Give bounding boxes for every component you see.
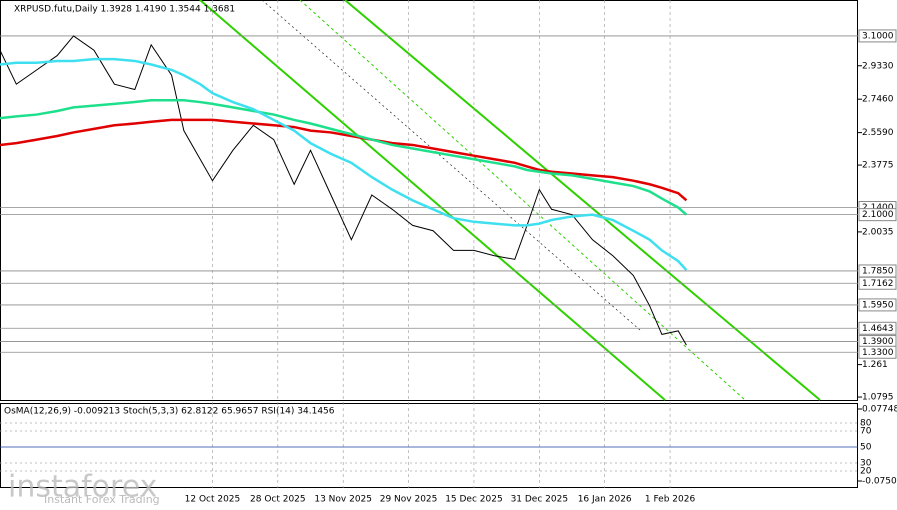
indicator-panel [0,403,858,488]
level-label: 1.3300 [862,348,894,358]
price-panel [0,0,858,401]
channel-line [199,0,666,401]
y2-tick-label: 20 [860,467,872,477]
channel-line [344,0,821,401]
level-label: 1.4643 [862,324,894,334]
channel-lines [199,0,821,401]
y-tick-label: 0.077489 [862,405,897,415]
level-label-box [858,208,897,222]
indicator-title: OsMA(12,26,9) -0.009213 Stoch(5,3,3) 62.… [4,407,335,417]
level-label: 1.7850 [862,266,894,276]
y2-tick-label: 80 [860,419,872,429]
x-tick-label: 12 Oct 2025 [185,495,241,505]
level-label-box [858,298,897,312]
channel-mid-line [299,0,746,401]
level-label-box [858,29,897,43]
level-label: 1.5950 [862,300,894,310]
level-label-box [858,276,897,290]
y2-tick-label: 30 [860,459,872,469]
y-tick-label: 2.3775 [862,161,894,171]
chart-title: XRPUSD.futu,Daily 1.3928 1.4190 1.3544 1… [14,5,235,15]
y-tick-label: 1.0795 [862,393,894,403]
y-tick-label: 2.5590 [862,128,894,138]
watermark-tagline: Instant Forex Trading [44,493,160,506]
trend-line [261,0,641,331]
level-label-box [858,321,897,335]
x-tick-label: 1 Feb 2026 [645,495,696,505]
level-label: 3.1000 [862,31,894,41]
y-tick-label: 1.261 [862,360,888,370]
moving-average [0,118,688,202]
y-tick-label: 2.7460 [862,95,894,105]
moving-average [0,99,688,216]
level-label: 2.1400 [862,203,894,213]
x-tick-label: 13 Nov 2025 [314,495,372,505]
x-tick-label: 31 Dec 2025 [511,495,569,505]
y-tick-label: 2.0035 [862,227,894,237]
level-label-box [858,345,897,359]
y2-tick-label: 50 [860,443,872,453]
x-tick-label: 16 Jan 2026 [578,495,632,505]
price-line [0,35,687,346]
level-label: 1.3900 [862,337,894,347]
x-tick-label: 28 Oct 2025 [250,495,306,505]
watermark-brand: instaforex [8,470,157,505]
moving-average [0,57,688,271]
level-label: 2.1000 [862,210,894,220]
x-tick-label: 29 Nov 2025 [380,495,438,505]
x-tick-label: 15 Dec 2025 [445,495,503,505]
level-label: 1.7162 [862,279,894,289]
y-tick-label: 2.9330 [862,61,894,71]
y-tick-label: -0.07503 [862,477,897,487]
y2-tick-label: 70 [860,427,872,437]
